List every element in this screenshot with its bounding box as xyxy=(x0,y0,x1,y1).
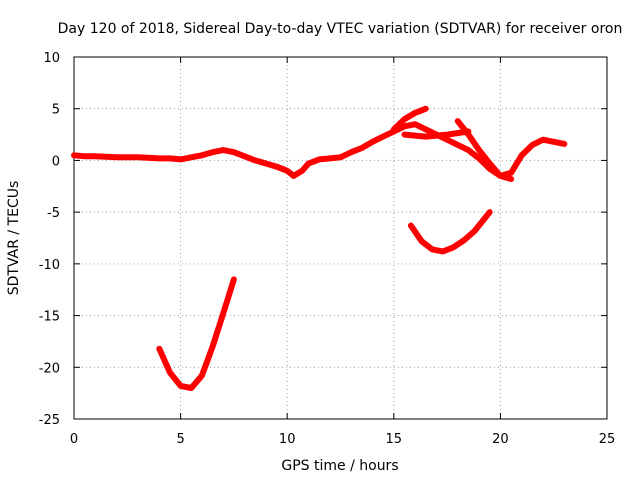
data-point xyxy=(476,147,482,153)
data-point xyxy=(419,238,425,244)
data-point xyxy=(291,173,297,179)
data-point xyxy=(508,170,514,176)
data-point xyxy=(210,344,216,350)
data-point xyxy=(167,155,173,161)
data-point xyxy=(444,132,450,138)
data-point xyxy=(178,383,184,389)
data-point xyxy=(472,228,478,234)
data-point xyxy=(476,155,482,161)
data-point xyxy=(401,132,407,138)
data-point xyxy=(369,139,375,145)
plot-frame xyxy=(73,56,608,420)
data-point xyxy=(444,137,450,143)
data-point xyxy=(220,147,226,153)
data-point xyxy=(188,154,194,160)
data-point xyxy=(114,154,120,160)
x-tick-label: 10 xyxy=(279,432,296,447)
data-point xyxy=(487,161,493,167)
y-tick-label: -25 xyxy=(39,413,60,428)
data-point xyxy=(71,152,77,158)
data-point xyxy=(156,346,162,352)
data-point xyxy=(423,134,429,140)
series-line xyxy=(401,128,472,140)
data-point xyxy=(401,123,407,129)
y-tick-label: -10 xyxy=(39,258,60,273)
data-point xyxy=(167,369,173,375)
data-point xyxy=(188,385,194,391)
data-point xyxy=(519,152,525,158)
data-point xyxy=(455,142,461,148)
data-point xyxy=(487,209,493,215)
y-tick-label: 0 xyxy=(52,154,60,169)
data-point xyxy=(423,106,429,112)
data-point xyxy=(450,244,456,250)
x-axis-label: GPS time / hours xyxy=(281,458,398,474)
data-point xyxy=(455,118,461,124)
data-point xyxy=(412,110,418,116)
data-point xyxy=(429,246,435,252)
data-point xyxy=(327,155,333,161)
y-axis-label: SDTVAR / TECUs xyxy=(6,181,22,296)
series-line xyxy=(407,209,493,255)
series-line xyxy=(156,276,237,391)
chart-title: Day 120 of 2018, Sidereal Day-to-day VTE… xyxy=(58,21,623,37)
grid xyxy=(74,57,607,419)
data-point xyxy=(348,149,354,155)
data-point xyxy=(299,168,305,174)
axis-ticks: 0 5 10 15 20 25 10 5 0 -5 -10 -15 -20 -25 xyxy=(39,51,616,447)
data-point xyxy=(199,373,205,379)
data-point xyxy=(497,173,503,179)
data-point xyxy=(82,153,88,159)
series-layer xyxy=(71,105,568,391)
data-point xyxy=(252,157,258,163)
data-point xyxy=(156,155,162,161)
y-tick-label: -20 xyxy=(39,361,60,376)
data-point xyxy=(316,156,322,162)
y-tick-label: -5 xyxy=(47,206,60,221)
x-tick-label: 20 xyxy=(492,432,509,447)
data-point xyxy=(284,168,290,174)
y-tick-label: 5 xyxy=(52,103,60,118)
data-point xyxy=(231,276,237,282)
data-point xyxy=(135,154,141,160)
data-point xyxy=(391,126,397,132)
data-point xyxy=(408,223,414,229)
y-tick-label: -15 xyxy=(39,310,60,325)
x-tick-label: 15 xyxy=(386,432,403,447)
x-tick-label: 25 xyxy=(599,432,616,447)
data-point xyxy=(465,132,471,138)
data-point xyxy=(551,139,557,145)
data-point xyxy=(440,248,446,254)
data-point xyxy=(359,145,365,151)
data-point xyxy=(210,149,216,155)
data-point xyxy=(220,311,226,317)
series-line xyxy=(390,105,429,133)
data-point xyxy=(465,147,471,153)
data-point xyxy=(306,161,312,167)
data-point xyxy=(412,121,418,127)
data-point xyxy=(508,176,514,182)
data-point xyxy=(274,164,280,170)
x-tick-label: 0 xyxy=(70,432,78,447)
data-point xyxy=(263,161,269,167)
data-point xyxy=(92,153,98,159)
data-point xyxy=(423,126,429,132)
data-point xyxy=(242,153,248,159)
data-point xyxy=(540,137,546,143)
data-point xyxy=(338,154,343,160)
data-point xyxy=(561,141,567,147)
x-tick-label: 5 xyxy=(176,432,184,447)
data-point xyxy=(199,152,205,158)
data-point xyxy=(231,149,237,155)
y-tick-label: 10 xyxy=(43,51,60,66)
data-point xyxy=(401,116,407,122)
data-point xyxy=(380,134,386,140)
data-point xyxy=(461,237,467,243)
data-point xyxy=(529,142,535,148)
data-point xyxy=(178,156,184,162)
